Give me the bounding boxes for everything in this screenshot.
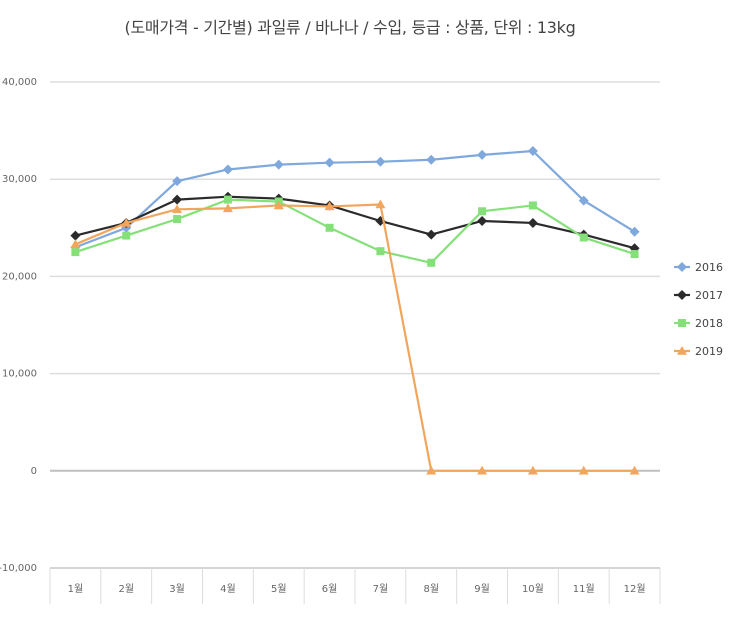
series-group bbox=[70, 146, 640, 475]
x-tick-label: 8월 bbox=[423, 583, 439, 595]
data-point bbox=[527, 146, 538, 157]
data-point bbox=[70, 239, 81, 249]
data-point bbox=[477, 465, 488, 475]
x-tick-label: 9월 bbox=[474, 583, 490, 595]
data-point bbox=[578, 465, 589, 475]
y-axis: -10,000 0 10,000 20,000 30,000 40,000 bbox=[0, 77, 37, 574]
data-point bbox=[527, 217, 538, 228]
x-tick-label: 10월 bbox=[522, 583, 544, 595]
data-point bbox=[477, 149, 488, 160]
series-2016 bbox=[70, 146, 640, 253]
chart-title: (도매가격 - 기간별) 과일류 / 바나나 / 수입, 등급 : 상품, 단위… bbox=[124, 18, 576, 37]
data-point bbox=[172, 194, 183, 205]
data-point bbox=[222, 164, 233, 175]
data-point bbox=[173, 215, 182, 224]
legend-item-2017[interactable]: 2017 bbox=[674, 289, 723, 302]
data-point bbox=[375, 156, 386, 167]
data-point bbox=[273, 200, 284, 210]
x-tick-label: 1월 bbox=[68, 583, 84, 595]
y-tick-label: 0 bbox=[31, 466, 37, 477]
x-tick-label: 2월 bbox=[118, 583, 134, 595]
data-point bbox=[426, 465, 437, 475]
data-point bbox=[578, 195, 589, 206]
data-point bbox=[677, 262, 687, 272]
data-point bbox=[579, 233, 588, 242]
data-point bbox=[426, 229, 437, 240]
x-tick-label: 3월 bbox=[169, 583, 185, 595]
data-point bbox=[477, 215, 488, 226]
series-2019 bbox=[70, 199, 640, 475]
legend-item-2018[interactable]: 2018 bbox=[674, 317, 723, 330]
data-point bbox=[426, 154, 437, 165]
data-point bbox=[324, 201, 335, 211]
data-point bbox=[122, 231, 131, 240]
data-point bbox=[325, 223, 334, 232]
x-axis: 1월 2월 3월 4월 5월 6월 7월 8월 9월 10월 11월 12월 bbox=[49, 567, 661, 604]
data-point bbox=[629, 226, 640, 237]
data-point bbox=[677, 290, 687, 300]
legend-label: 2017 bbox=[695, 289, 723, 302]
x-tick-label: 4월 bbox=[220, 583, 236, 595]
data-point bbox=[677, 346, 687, 355]
x-tick-label: 6월 bbox=[322, 583, 338, 595]
y-tick-label: -10,000 bbox=[0, 563, 37, 574]
legend-label: 2016 bbox=[695, 261, 723, 274]
data-point bbox=[678, 319, 686, 327]
series-line bbox=[74, 203, 635, 472]
legend[interactable]: 2016 2017 2018 2019 bbox=[674, 261, 723, 358]
series-line bbox=[75, 195, 635, 250]
data-point bbox=[121, 217, 132, 227]
data-point bbox=[70, 230, 81, 241]
series-line bbox=[75, 198, 635, 264]
data-point bbox=[375, 199, 386, 209]
data-point bbox=[427, 258, 436, 267]
data-point bbox=[71, 248, 80, 257]
legend-item-2016[interactable]: 2016 bbox=[674, 261, 723, 274]
data-point bbox=[528, 201, 537, 210]
y-tick-label: 20,000 bbox=[2, 271, 37, 282]
y-tick-label: 10,000 bbox=[2, 369, 37, 380]
x-tick-label: 5월 bbox=[271, 583, 287, 595]
data-point bbox=[223, 195, 232, 204]
data-point bbox=[172, 176, 183, 187]
data-point bbox=[376, 247, 385, 256]
y-tick-label: 40,000 bbox=[2, 77, 37, 88]
data-point bbox=[629, 465, 640, 475]
data-point bbox=[222, 203, 233, 213]
series-line bbox=[75, 149, 636, 249]
x-tick-label: 11월 bbox=[573, 583, 595, 595]
data-point bbox=[630, 250, 639, 259]
x-tick-label: 12월 bbox=[624, 583, 646, 595]
legend-label: 2018 bbox=[695, 317, 723, 330]
data-point bbox=[478, 207, 487, 216]
data-point bbox=[527, 465, 538, 475]
data-point bbox=[324, 157, 335, 168]
x-tick-label: 7월 bbox=[373, 583, 389, 595]
data-point bbox=[273, 159, 284, 170]
y-tick-label: 30,000 bbox=[2, 174, 37, 185]
gridlines bbox=[50, 81, 660, 569]
legend-item-2019[interactable]: 2019 bbox=[674, 345, 723, 358]
data-point bbox=[172, 204, 183, 214]
legend-label: 2019 bbox=[695, 345, 723, 358]
